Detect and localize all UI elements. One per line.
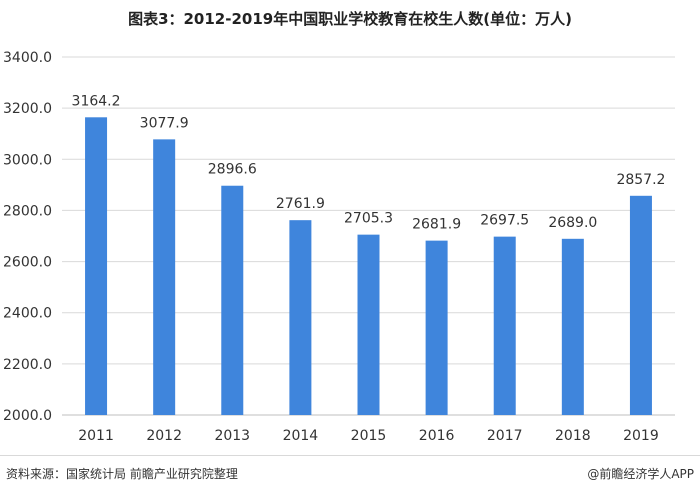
y-tick-label: 3000.0 <box>3 152 52 168</box>
bar-2019 <box>629 195 652 415</box>
bar-2013 <box>221 185 244 415</box>
data-label: 2857.2 <box>616 172 665 188</box>
x-tick-label: 2017 <box>487 428 523 444</box>
data-label: 2705.3 <box>344 211 393 227</box>
bar-2015 <box>357 234 380 415</box>
data-label: 3164.2 <box>72 93 121 109</box>
bar-chart: 2000.0 2200.0 2400.0 2600.0 2800.0 3000.0 3200… <box>3 50 675 444</box>
x-tick-label: 2013 <box>214 428 250 444</box>
y-tick-label: 2400.0 <box>3 306 52 322</box>
x-tick-label: 2015 <box>351 428 387 444</box>
y-tick-label: 2600.0 <box>3 255 52 271</box>
data-label: 2761.9 <box>276 196 325 212</box>
data-label: 2896.6 <box>208 162 257 178</box>
y-axis: 2000.0 2200.0 2400.0 2600.0 2800.0 3000.0 3200… <box>3 50 52 424</box>
y-tick-label: 3200.0 <box>3 101 52 117</box>
x-tick-label: 2016 <box>419 428 455 444</box>
x-tick-label: 2011 <box>78 428 114 444</box>
brand-credit: @前瞻经济学人APP <box>587 467 694 481</box>
x-tick-label: 2014 <box>283 428 319 444</box>
data-label: 2689.0 <box>548 215 597 231</box>
chart-title: 图表3：2012-2019年中国职业学校教育在校生人数(单位：万人) <box>128 10 572 28</box>
x-tick-label: 2012 <box>146 428 182 444</box>
bars <box>85 117 652 416</box>
bar-2016 <box>425 240 448 415</box>
bar-2012 <box>153 139 176 415</box>
data-labels: 3164.2 3077.9 2896.6 2761.9 2705.3 2681.9 2697… <box>72 93 666 232</box>
bar-2018 <box>561 238 584 415</box>
y-tick-label: 2000.0 <box>3 408 52 424</box>
y-tick-label: 2200.0 <box>3 357 52 373</box>
y-tick-label: 2800.0 <box>3 203 52 219</box>
x-tick-label: 2018 <box>555 428 591 444</box>
data-label: 2681.9 <box>412 217 461 233</box>
x-axis: 2011 2012 2013 2014 2015 2016 2017 2018 2019 <box>78 428 659 444</box>
source-note: 资料来源：国家统计局 前瞻产业研究院整理 <box>6 467 238 481</box>
bar-2011 <box>85 117 108 416</box>
footer: 资料来源：国家统计局 前瞻产业研究院整理 @前瞻经济学人APP <box>0 455 700 489</box>
x-tick-label: 2019 <box>623 428 659 444</box>
data-label: 2697.5 <box>480 213 529 229</box>
bar-2014 <box>289 220 312 415</box>
data-label: 3077.9 <box>140 115 189 131</box>
bar-2017 <box>493 236 516 415</box>
y-tick-label: 3400.0 <box>3 50 52 66</box>
